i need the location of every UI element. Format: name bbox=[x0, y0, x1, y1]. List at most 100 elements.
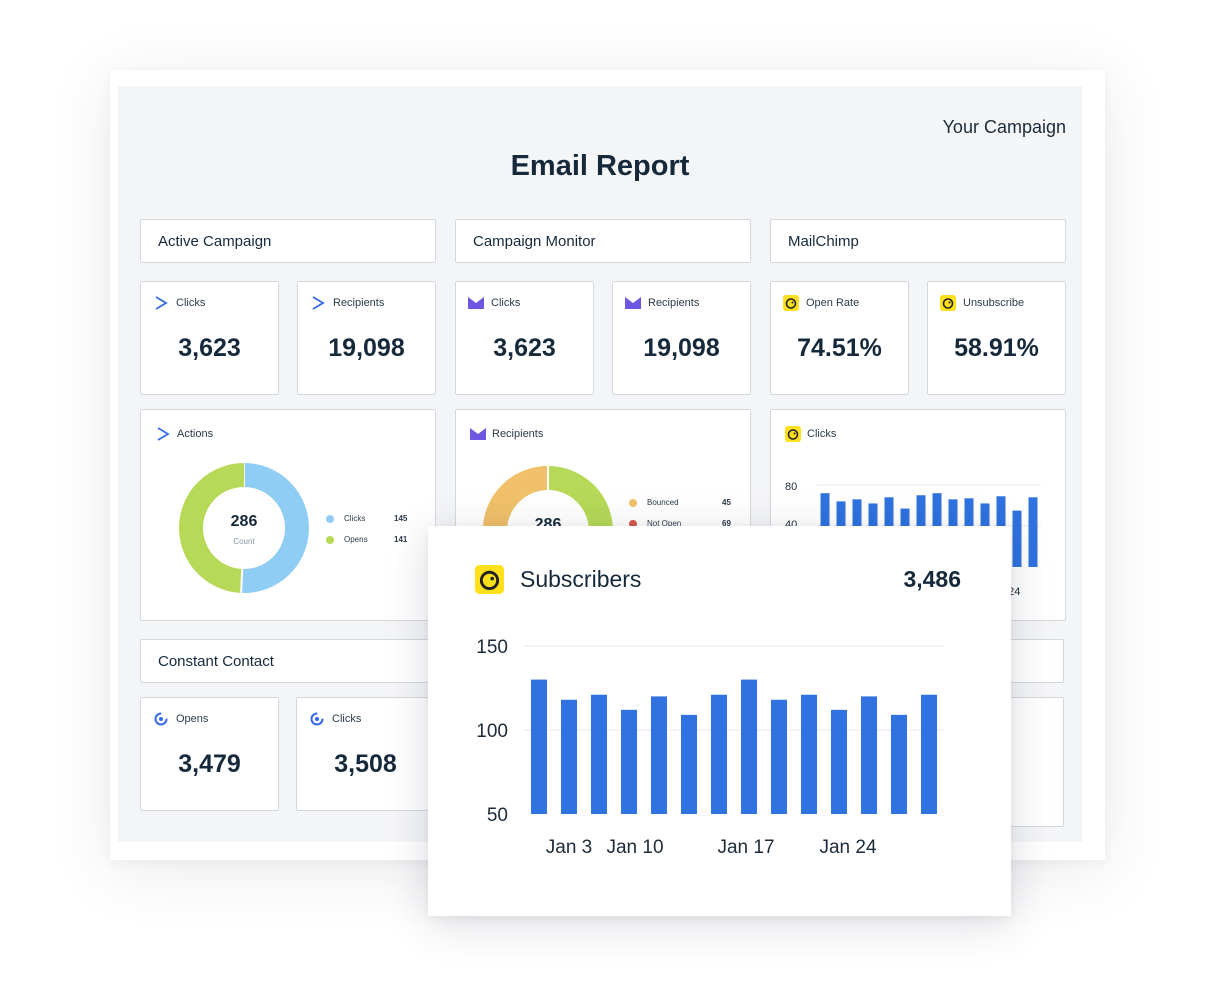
stat-value: 74.51% bbox=[797, 334, 882, 362]
legend-value: 141 bbox=[394, 535, 408, 544]
bar bbox=[831, 709, 847, 814]
recipients-legend: Bounced 45 Not Open 69 bbox=[629, 492, 731, 534]
legend-value: 145 bbox=[394, 514, 408, 523]
campaign-monitor-icon bbox=[625, 295, 641, 311]
stat-label-text: Opens bbox=[176, 713, 209, 725]
donut-segment-clicks bbox=[241, 463, 309, 593]
donut-center-label: Count bbox=[233, 537, 255, 546]
legend-swatch bbox=[326, 514, 334, 523]
y-tick-label: 50 bbox=[487, 805, 508, 826]
section-header-campaign-monitor: Campaign Monitor bbox=[455, 219, 751, 263]
legend-label: Not Open bbox=[647, 519, 682, 528]
actions-donut-chart bbox=[179, 463, 309, 593]
active-campaign-icon bbox=[155, 426, 171, 442]
section-title: Active Campaign bbox=[158, 232, 272, 250]
stat-label-text: Clicks bbox=[176, 297, 206, 309]
x-tick-label: Jan 3 bbox=[546, 837, 592, 858]
legend-item: Not Open 69 bbox=[629, 513, 731, 534]
x-tick-label: Jan 24 bbox=[819, 837, 876, 858]
bar bbox=[801, 694, 817, 814]
panel-label-text: Clicks bbox=[807, 428, 837, 440]
y-tick-label: 100 bbox=[476, 721, 508, 742]
bar bbox=[921, 694, 937, 814]
stat-label: Clicks bbox=[153, 295, 205, 311]
legend-swatch bbox=[629, 519, 637, 528]
campaign-monitor-icon bbox=[470, 426, 486, 442]
subscribers-title: Subscribers bbox=[520, 566, 642, 592]
bar bbox=[651, 696, 667, 814]
mailchimp-icon bbox=[475, 565, 504, 594]
section-header-mailchimp: MailChimp bbox=[770, 219, 1066, 263]
mailchimp-icon bbox=[783, 295, 799, 311]
bar bbox=[681, 714, 697, 814]
stat-label: Recipients bbox=[310, 295, 384, 311]
stat-card-cm-clicks: Clicks 3,623 bbox=[455, 281, 594, 395]
y-tick-label: 150 bbox=[476, 637, 508, 658]
donut-divider bbox=[240, 568, 244, 593]
legend-item: Bounced 45 bbox=[629, 492, 731, 513]
section-header-active-campaign: Active Campaign bbox=[140, 219, 436, 263]
panel-label-text: Actions bbox=[177, 428, 214, 440]
legend-swatch bbox=[326, 535, 334, 544]
stat-value: 19,098 bbox=[643, 334, 720, 362]
campaign-monitor-icon bbox=[468, 295, 484, 311]
stat-value: 3,623 bbox=[493, 334, 556, 362]
legend-value: 45 bbox=[722, 498, 731, 507]
stat-label: Clicks bbox=[309, 711, 361, 727]
stat-label: Recipients bbox=[625, 295, 699, 311]
panel-label-text: Recipients bbox=[492, 428, 544, 440]
stat-card-cc-opens: Opens 3,479 bbox=[140, 697, 279, 811]
stat-label: Unsubscribe bbox=[940, 295, 1024, 311]
bar bbox=[711, 694, 727, 814]
panel-label: Clicks bbox=[785, 426, 836, 442]
legend-item: Opens 141 bbox=[326, 529, 407, 550]
legend-label: Bounced bbox=[647, 498, 679, 507]
stat-label: Open Rate bbox=[783, 295, 859, 311]
section-header-constant-contact: Constant Contact bbox=[140, 639, 436, 683]
stat-value: 3,623 bbox=[178, 334, 241, 362]
stat-label-text: Unsubscribe bbox=[963, 297, 1025, 309]
stat-card-mc-unsubscribe: Unsubscribe 58.91% bbox=[927, 281, 1066, 395]
actions-panel: Actions 286 Count Clicks 145 Opens 141 bbox=[140, 409, 436, 621]
page-title: Email Report bbox=[510, 150, 690, 182]
stat-label: Opens bbox=[153, 711, 208, 727]
stat-label-text: Clicks bbox=[332, 713, 362, 725]
active-campaign-icon bbox=[153, 295, 169, 311]
stat-value: 3,508 bbox=[334, 750, 397, 778]
mailchimp-icon bbox=[785, 426, 801, 442]
section-title: Campaign Monitor bbox=[473, 232, 596, 250]
constant-contact-icon bbox=[309, 711, 325, 727]
campaign-label: Your Campaign bbox=[942, 117, 1066, 137]
bar bbox=[561, 699, 577, 814]
bar bbox=[531, 679, 547, 814]
stat-card-cm-recipients: Recipients 19,098 bbox=[612, 281, 751, 395]
subscribers-total: 3,486 bbox=[903, 566, 961, 592]
donut-center-value: 286 bbox=[230, 513, 258, 530]
bar bbox=[891, 714, 907, 814]
stat-value: 19,098 bbox=[328, 334, 405, 362]
stat-card-ac-recipients: Recipients 19,098 bbox=[297, 281, 436, 395]
section-title: MailChimp bbox=[788, 232, 859, 250]
stat-value: 3,479 bbox=[178, 750, 241, 778]
legend-label: Clicks bbox=[344, 514, 366, 523]
bar bbox=[1012, 510, 1022, 567]
section-title: Constant Contact bbox=[158, 652, 274, 670]
donut-segment-opens bbox=[179, 463, 245, 593]
panel-label: Recipients bbox=[470, 426, 543, 442]
bar bbox=[771, 699, 787, 814]
bar bbox=[741, 679, 757, 814]
subscribers-bar-chart: 150 100 50 Jan 3 Jan 10 Jan 17 Jan 24 bbox=[476, 637, 944, 858]
subscribers-card: Subscribers 3,486 150 100 50 Jan 3 Jan 10 Jan… bbox=[428, 526, 1011, 916]
stat-label-text: Recipients bbox=[648, 297, 700, 309]
bar bbox=[591, 694, 607, 814]
stat-card-ac-clicks: Clicks 3,623 bbox=[140, 281, 279, 395]
bar bbox=[1028, 497, 1038, 567]
bar bbox=[621, 709, 637, 814]
mailchimp-icon bbox=[940, 295, 956, 311]
actions-legend: Clicks 145 Opens 141 bbox=[326, 508, 407, 550]
legend-value: 69 bbox=[722, 519, 731, 528]
x-tick-label: Jan 10 bbox=[606, 837, 663, 858]
panel-label: Actions bbox=[155, 426, 213, 442]
active-campaign-icon bbox=[310, 295, 326, 311]
stat-value: 58.91% bbox=[954, 334, 1039, 362]
